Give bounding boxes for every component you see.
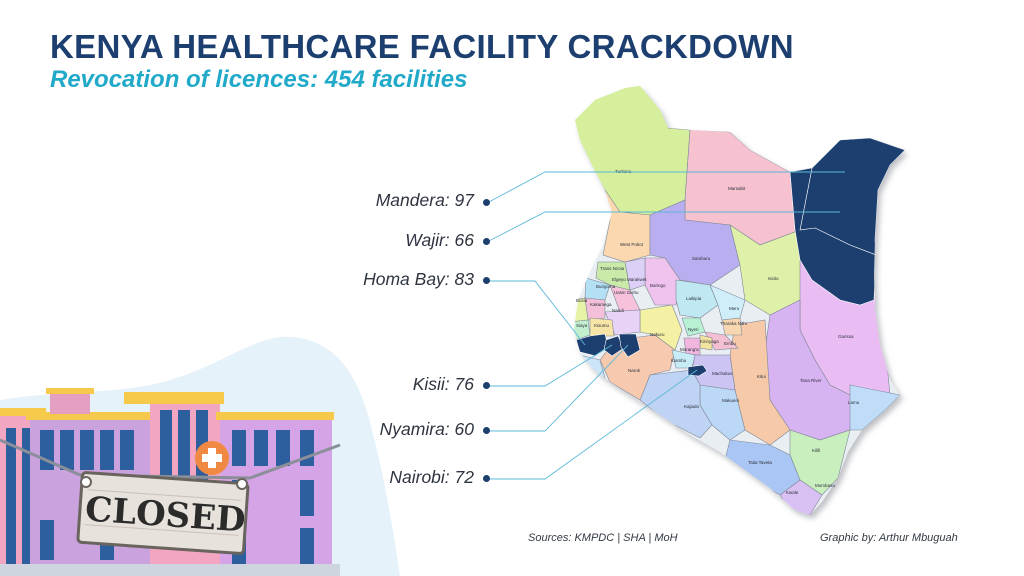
closed-sign [76,471,250,555]
leader-line-nairobi [487,369,698,480]
map-label: Tharaka Nithi [720,321,747,326]
county-samburu [649,199,741,286]
map-label: Busia [576,298,588,303]
map-label: Murang'a [680,347,699,352]
map-label: Nandi [612,308,624,313]
map-label: Kajiado [684,404,700,409]
map-label: Bungoma [596,284,616,289]
map-label: Tana River [800,378,822,383]
map-label: Kirinyaga [700,339,719,344]
map-label: Nakuru [650,332,665,337]
map-label: Kiambu [671,358,687,363]
label-dot [483,475,490,482]
leader-line-mandera [486,171,845,204]
map-label: Makueni [722,398,739,403]
map-label: Kitui [757,374,766,379]
label-dot [483,382,490,389]
sources-text: Sources: KMPDC | SHA | MoH [528,532,678,544]
closed-hospital-illustration: CLOSED [0,388,341,576]
county-west-pokot [602,189,651,263]
label-dot [483,427,490,434]
county-wajir-highlight [789,167,877,306]
county-kisumu [589,317,615,337]
county-tharaka-nithi [721,317,743,336]
leader-line-nyamira [487,344,629,432]
county-nyamira-highlight [618,333,641,358]
page-subtitle: Revocation of licences: 454 facilities [50,66,468,93]
map-label: Kakamega [590,302,612,307]
map-label: Siaya [576,323,588,328]
county-lamu [849,384,901,431]
credit-text: Graphic by: Arthur Mbuguah [820,532,958,544]
map-label: Uasin Gishu [614,290,639,295]
leader-line-wajir [486,211,840,243]
map-label: Laikipia [686,296,702,301]
map-label: Isiolo [768,276,779,281]
map-label: Kisumu [594,323,610,328]
county-turkana [574,86,691,216]
county-label-homa-bay: Homa Bay: 83 [363,269,474,289]
map-label: West Pokot [620,242,644,247]
map-label: Embu [724,341,736,346]
leader-line-kisii [487,344,613,387]
label-dot [483,277,490,284]
county-label-wajir: Wajir: 66 [405,230,474,250]
map-label: Marsabit [728,186,746,191]
map-label: Mombasa [815,483,835,488]
county-trans-nzoia [595,261,631,291]
county-label-nyamira: Nyamira: 60 [379,419,474,439]
map-label: Baringo [650,283,666,288]
county-label-mandera: Mandera: 97 [375,190,474,210]
county-muranga [683,337,701,356]
map-label: Elgeyo Marakwet [612,277,647,282]
map-label: Turkana [615,169,632,174]
map-county-labels: Turkana Marsabit West Pokot Samburu Tran… [576,169,860,495]
map-label: Nyeri [688,327,699,332]
map-label: Narok [628,368,641,373]
map-label: Lamu [848,400,860,405]
county-label-kisii: Kisii: 76 [412,374,474,394]
page-title: KENYA HEALTHCARE FACILITY CRACKDOWN [50,28,794,65]
map-label: Machakos [712,371,733,376]
map-label: Taita Taveta [748,460,772,465]
leader-lines [486,171,845,480]
map-label: Kwale [786,490,799,495]
map-label: Trans Nzoia [600,266,625,271]
leader-line-homa-bay [487,280,586,346]
county-label-nairobi: Nairobi: 72 [389,467,474,487]
map-label: Samburu [692,256,711,261]
map-label: Garissa [838,334,854,339]
label-dot [483,199,490,206]
county-kisii-highlight [603,335,625,357]
map-label: Meru [729,306,740,311]
label-dot [483,238,490,245]
map-label: Kilifi [812,448,820,453]
